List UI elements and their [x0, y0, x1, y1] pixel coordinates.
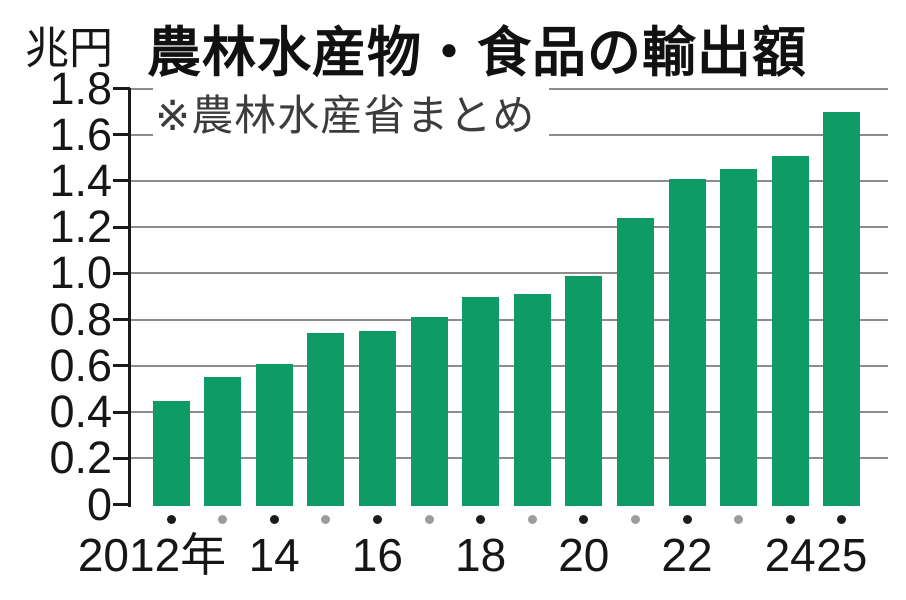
y-axis-tick-label: 1.4 [49, 154, 112, 206]
y-axis-tick-label: 1.8 [49, 62, 112, 114]
bar-2013 [204, 377, 242, 506]
bar-2024 [771, 155, 809, 506]
bar-2015 [307, 333, 345, 506]
y-axis-tick [113, 503, 130, 506]
year-marker-dot-2018 [476, 514, 486, 524]
y-gridline [130, 318, 888, 321]
year-marker-dot-2014 [269, 514, 279, 524]
y-axis-tick-label: 1.2 [49, 201, 112, 253]
y-axis-tick-label: 0.4 [49, 386, 112, 438]
y-axis-tick-label: 1.6 [49, 108, 112, 160]
y-gridline [130, 272, 888, 275]
bar-2021 [616, 217, 654, 506]
year-marker-dot-2025 [837, 514, 847, 524]
year-marker-dot-2021 [630, 514, 640, 524]
bar-2017 [410, 317, 448, 506]
y-axis-tick-label: 1.0 [49, 247, 112, 299]
y-axis-tick-label: 0 [86, 478, 112, 530]
y-axis-tick-label: 0.2 [49, 432, 112, 484]
y-axis-tick [113, 87, 130, 90]
source-note: ※農林水産省まとめ [153, 82, 550, 145]
chart-title: 農林水産物・食品の輸出額 [147, 23, 807, 83]
y-axis-unit-label: 兆円 [25, 24, 113, 73]
year-marker-dot-2024 [785, 514, 795, 524]
y-axis-tick [113, 179, 130, 183]
year-marker-dot-2022 [682, 514, 692, 524]
x-axis-label-0: 2012年 [77, 529, 227, 581]
bar-2020 [565, 275, 603, 506]
year-marker-dot-2019 [527, 514, 537, 524]
y-axis-tick [113, 225, 130, 229]
year-marker-dot-2012 [166, 514, 176, 524]
year-marker-dot-2020 [579, 514, 589, 524]
y-gridline [130, 457, 888, 460]
bar-2016 [358, 331, 396, 506]
y-axis-tick [113, 364, 130, 368]
y-axis-tick [113, 456, 130, 460]
year-marker-dot-2013 [218, 514, 228, 524]
x-axis-label-8: 20 [558, 529, 610, 581]
year-marker-dot-2017 [424, 514, 434, 524]
x-axis-label-10: 22 [661, 529, 713, 581]
y-gridline [130, 179, 888, 182]
year-marker-dot-2016 [372, 514, 382, 524]
year-marker-dot-2023 [734, 514, 744, 524]
bar-2014 [255, 363, 293, 506]
y-axis-tick-label: 0.8 [49, 293, 112, 345]
bar-2022 [668, 178, 706, 506]
x-axis-label-13: 25 [816, 529, 868, 581]
y-axis-line [128, 87, 131, 507]
year-marker-dot-2015 [321, 514, 331, 524]
y-gridline [130, 411, 888, 414]
x-axis-label-4: 16 [351, 529, 403, 581]
y-axis-tick [113, 410, 130, 414]
bar-2018 [462, 296, 500, 506]
y-axis-tick-label: 0.6 [49, 339, 112, 391]
x-axis-label-6: 18 [455, 529, 507, 581]
y-gridline [130, 364, 888, 367]
y-axis-tick [113, 271, 130, 275]
bar-2025 [823, 111, 861, 506]
bar-2019 [513, 294, 551, 506]
y-axis-tick [113, 318, 130, 322]
x-axis-label-2: 14 [248, 529, 300, 581]
bar-2023 [720, 169, 758, 506]
x-axis-label-12: 24 [764, 529, 816, 581]
y-gridline [130, 226, 888, 229]
bar-2012 [152, 400, 190, 506]
y-axis-tick [113, 133, 130, 137]
